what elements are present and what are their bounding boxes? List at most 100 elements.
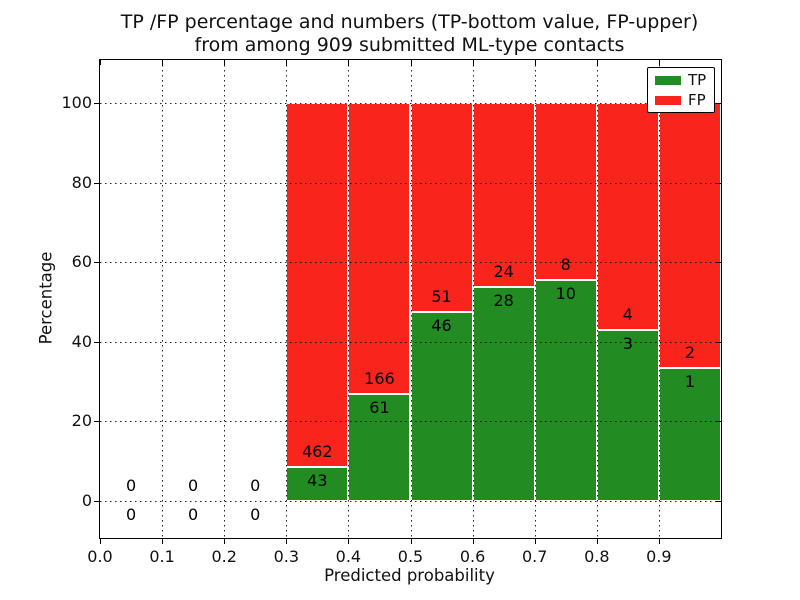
bar-value-tp: 43: [307, 471, 328, 491]
gridline-vertical: [658, 60, 660, 538]
x-tick-mark: [410, 538, 412, 544]
x-tick-mark-top: [224, 60, 226, 65]
bar-value-fp: 8: [560, 254, 571, 274]
x-tick-label: 0.5: [397, 547, 424, 566]
bar-value-fp: 51: [431, 287, 452, 307]
x-tick-mark-top: [100, 60, 101, 65]
y-tick-mark: [94, 182, 100, 184]
chart-title: TP /FP percentage and numbers (TP-bottom…: [99, 11, 720, 57]
gridline-vertical: [224, 60, 226, 538]
gridline-vertical: [348, 60, 350, 538]
bar-segment-tp: [410, 312, 473, 501]
x-tick-label: 0.3: [273, 547, 300, 566]
x-tick-mark-top: [410, 60, 412, 65]
gridline-vertical: [472, 60, 474, 538]
bar-segment-fp: [596, 103, 659, 331]
y-tick-mark-right: [716, 182, 721, 184]
bar-value-tp: 0: [125, 505, 137, 524]
bar-value-fp: 0: [250, 476, 261, 495]
gridline-vertical: [162, 60, 164, 538]
x-tick-mark: [100, 538, 101, 544]
bar-value-tp: 28: [493, 290, 514, 310]
x-tick-label: 0.8: [584, 547, 610, 566]
y-tick-mark-right: [716, 103, 721, 104]
y-tick-mark-right: [716, 501, 721, 502]
x-tick-mark-top: [596, 60, 598, 65]
y-tick-label: 100: [61, 93, 92, 112]
y-tick-label: 0: [81, 491, 92, 510]
x-tick-label: 0.2: [211, 547, 237, 566]
x-tick-mark-top: [348, 60, 350, 65]
y-tick-mark-right: [716, 341, 721, 343]
bar-value-fp: 24: [493, 261, 514, 281]
chart-title-line1: TP /FP percentage and numbers (TP-bottom…: [120, 11, 699, 33]
x-tick-mark: [162, 538, 164, 544]
bar-value-fp: 2: [684, 343, 696, 363]
bar-segment-fp: [286, 103, 349, 468]
x-tick-mark-top: [534, 60, 536, 65]
x-tick-mark-top: [286, 60, 288, 65]
bar-value-fp: 166: [364, 369, 395, 389]
y-tick-label: 40: [71, 331, 92, 351]
gridline-vertical: [534, 60, 536, 538]
legend-label-fp: FP: [688, 91, 706, 109]
x-tick-label: 0.0: [87, 547, 113, 566]
bar-segment-fp: [348, 103, 411, 395]
bar-value-tp: 0: [250, 505, 261, 524]
y-tick-mark: [94, 341, 100, 343]
x-axis-label: Predicted probability: [324, 566, 495, 585]
tp-swatch-icon: [655, 75, 681, 85]
x-tick-label: 0.9: [646, 547, 672, 566]
x-tick-mark: [658, 538, 660, 544]
bar-segment-fp: [472, 103, 535, 287]
bar-segment-fp: [658, 103, 721, 369]
bar-value-tp: 61: [369, 398, 390, 418]
x-tick-label: 0.4: [335, 547, 362, 566]
y-tick-mark-right: [716, 262, 721, 264]
bar-value-fp: 0: [188, 476, 199, 495]
bar-value-tp: 1: [684, 372, 696, 392]
legend-item-fp: FP: [648, 92, 714, 108]
gridline-vertical: [596, 60, 598, 538]
y-tick-label: 60: [71, 252, 92, 272]
x-tick-label: 0.7: [521, 547, 548, 566]
y-tick-label: 80: [71, 172, 92, 192]
legend-label-tp: TP: [688, 71, 707, 89]
x-tick-mark: [472, 538, 474, 544]
bar-segment-tp: [472, 286, 535, 501]
bar-value-tp: 0: [188, 505, 199, 524]
gridline-vertical: [410, 60, 412, 538]
bar-value-fp: 0: [125, 476, 137, 495]
bar-value-fp: 4: [622, 305, 633, 325]
bar-segment-fp: [410, 103, 473, 313]
x-tick-mark: [596, 538, 598, 544]
bar-segment-tp: [596, 330, 659, 501]
x-tick-mark-top: [472, 60, 474, 65]
bar-value-fp: 462: [302, 442, 333, 462]
x-tick-mark: [224, 538, 226, 544]
y-tick-mark: [94, 103, 100, 104]
y-tick-label: 20: [71, 411, 92, 431]
gridline-vertical: [286, 60, 288, 538]
x-tick-mark-top: [658, 60, 660, 65]
x-tick-mark: [348, 538, 350, 544]
x-tick-mark: [286, 538, 288, 544]
y-tick-mark: [94, 421, 100, 423]
x-tick-mark: [534, 538, 536, 544]
x-tick-label: 0.1: [149, 547, 175, 566]
bar-segment-tp: [534, 279, 597, 501]
plot-area: 0 0 0 0 0 0 462 43 166 61 51 46 24 28 8 10 4 3 2 1 0.0 0.1 0.2…: [61, 59, 722, 566]
fp-swatch-icon: [655, 95, 681, 105]
y-tick-mark: [94, 501, 100, 502]
bar-segment-tp: [286, 467, 349, 501]
y-tick-mark: [94, 262, 100, 264]
chart-title-line2: from among 909 submitted ML-type contact…: [194, 34, 625, 56]
bar-value-tp: 46: [431, 316, 452, 336]
bar-segment-fp: [534, 103, 597, 280]
legend-item-tp: TP: [648, 72, 714, 88]
y-tick-mark-right: [716, 421, 721, 423]
x-tick-mark-top: [162, 60, 164, 65]
bar-value-tp: 10: [555, 283, 576, 303]
bar-value-tp: 3: [622, 334, 633, 354]
